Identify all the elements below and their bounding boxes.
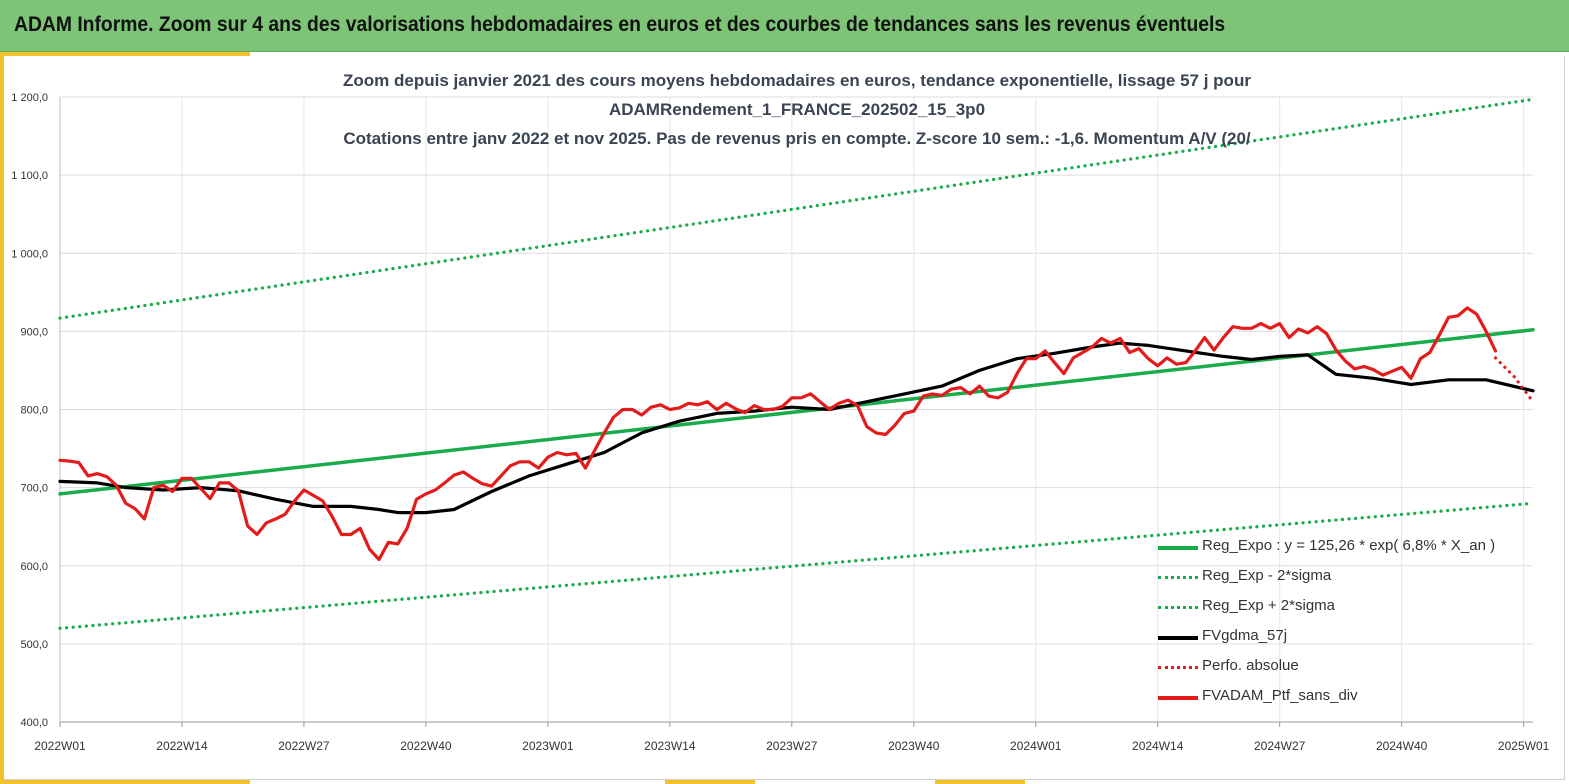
x-tick-label: 2022W40 [400, 739, 452, 753]
x-tick-label: 2024W01 [1010, 739, 1062, 753]
header-bar: ADAM Informe. Zoom sur 4 ans des valoris… [0, 0, 1569, 52]
x-tick-label: 2024W40 [1376, 739, 1428, 753]
x-tick-label: 2022W14 [156, 739, 208, 753]
x-tick-label: 2024W27 [1254, 739, 1306, 753]
legend-item-reg-exp-plus: Reg_Exp + 2*sigma [1158, 595, 1538, 625]
y-tick-label: 1 200,0 [11, 92, 48, 104]
legend-label: Reg_Exp + 2*sigma [1202, 597, 1335, 614]
x-tick-label: 2023W27 [766, 739, 818, 753]
page-title: ADAM Informe. Zoom sur 4 ans des valoris… [14, 13, 1226, 36]
series-line-perfo-absolue [1493, 356, 1535, 404]
legend-swatch [1158, 546, 1198, 550]
y-tick-label: 400,0 [20, 717, 48, 729]
series-line-fvadam-ptf-sans-div [58, 306, 1498, 562]
accent-bar-left [0, 52, 4, 784]
y-tick-label: 600,0 [20, 561, 48, 573]
y-tick-label: 1 000,0 [11, 248, 48, 260]
legend-swatch [1158, 666, 1198, 669]
y-tick-label: 800,0 [20, 405, 48, 417]
y-tick-label: 900,0 [20, 326, 48, 338]
legend-swatch [1158, 576, 1198, 579]
x-tick-label: 2023W01 [522, 739, 574, 753]
legend-item-fvgdma: FVgdma_57j [1158, 625, 1538, 655]
legend-label: Reg_Exp - 2*sigma [1202, 567, 1332, 584]
x-tick-label: 2022W27 [278, 739, 330, 753]
x-tick-label: 2025W01 [1498, 739, 1550, 753]
accent-bar-bottom [665, 780, 755, 784]
legend-item-reg-expo: Reg_Expo : y = 125,26 * exp( 6,8% * X_an… [1158, 535, 1538, 565]
legend-item-reg-exp-minus: Reg_Exp - 2*sigma [1158, 565, 1538, 595]
legend-swatch [1158, 606, 1198, 609]
x-tick-label: 2023W14 [644, 739, 696, 753]
legend-swatch [1158, 636, 1198, 640]
legend-label: FVgdma_57j [1202, 627, 1288, 644]
accent-bar-bottom [0, 780, 250, 784]
y-tick-label: 700,0 [20, 483, 48, 495]
x-tick-label: 2022W01 [34, 739, 86, 753]
chart-title-line-1: Zoom depuis janvier 2021 des cours moyen… [343, 71, 1251, 90]
legend-item-perfo: Perfo. absolue [1158, 655, 1538, 685]
accent-bar-bottom [935, 780, 1025, 784]
chart-title-line-3: Cotations entre janv 2022 et nov 2025. P… [343, 129, 1251, 148]
chart-title-line-2: ADAMRendement_1_FRANCE_202502_15_3p0 [608, 100, 986, 119]
x-tick-label: 2023W40 [888, 739, 940, 753]
legend-label: Reg_Expo : y = 125,26 * exp( 6,8% * X_an… [1202, 537, 1496, 554]
legend-item-fvadam: FVADAM_Ptf_sans_div [1158, 685, 1538, 715]
x-tick-label: 2024W14 [1132, 739, 1184, 753]
y-tick-label: 500,0 [20, 639, 48, 651]
accent-bar-top [0, 52, 250, 56]
legend-swatch [1158, 696, 1198, 700]
series-line-fvgdma-57j [58, 341, 1535, 515]
chart-frame [4, 56, 1565, 780]
series-line-reg-exp-2-sigma [58, 97, 1535, 320]
y-tick-label: 1 100,0 [11, 170, 48, 182]
legend-label: Perfo. absolue [1202, 657, 1299, 674]
series-line-reg-expo-y-125-26-exp-6-8-x-an [58, 328, 1535, 496]
chart-legend: Reg_Expo : y = 125,26 * exp( 6,8% * X_an… [1158, 535, 1538, 715]
series-line-reg-exp-2-sigma [58, 501, 1535, 630]
legend-label: FVADAM_Ptf_sans_div [1202, 687, 1358, 704]
